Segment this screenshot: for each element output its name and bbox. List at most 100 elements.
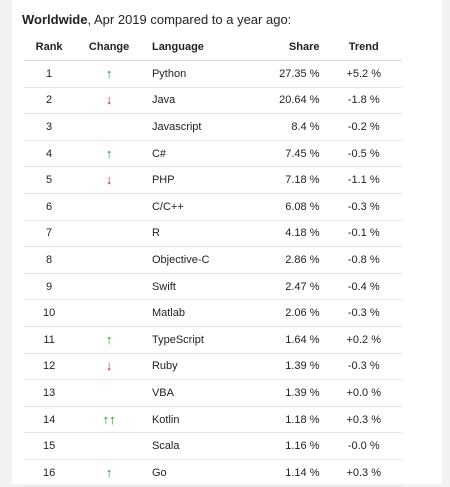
- share-cell: 2.06 %: [246, 299, 320, 327]
- change-cell: [74, 220, 144, 248]
- change-cell: [74, 379, 144, 407]
- language-cell: Matlab: [143, 299, 247, 327]
- share-cell: 20.64 %: [246, 87, 320, 115]
- share-cell: 1.64 %: [246, 326, 320, 354]
- trend-cell: +5.2 %: [319, 60, 402, 88]
- language-cell: Javascript: [143, 113, 247, 141]
- table-row: 10 Matlab 2.06 % -0.3 %: [24, 299, 402, 327]
- rank-cell: 11: [24, 326, 75, 354]
- language-cell: PHP: [143, 166, 247, 194]
- table-row: 1 ↑ Python 27.35 % +5.2 %: [24, 60, 402, 88]
- rank-cell: 3: [24, 113, 75, 141]
- trend-cell: +0.3 %: [319, 459, 402, 487]
- trend-cell: +0.3 %: [319, 406, 402, 434]
- trend-cell: +0.0 %: [319, 379, 402, 407]
- table-row: 16 ↑ Go 1.14 % +0.3 %: [24, 459, 402, 487]
- trend-cell: -0.1 %: [319, 220, 402, 248]
- table-row: 11 ↑ TypeScript 1.64 % +0.2 %: [24, 326, 402, 354]
- change-cell: ↑: [74, 140, 144, 168]
- language-ranking-table: Rank Change Language Share Trend 1 ↑ Pytho…: [24, 34, 402, 487]
- table-row: 12 ↓ Ruby 1.39 % -0.3 %: [24, 353, 402, 381]
- change-cell: ↓: [74, 353, 144, 381]
- heading-scope: Worldwide: [22, 12, 88, 27]
- trend-cell: -0.8 %: [319, 246, 402, 274]
- share-cell: 1.18 %: [246, 406, 320, 434]
- arrow-down-icon: ↓: [105, 358, 113, 374]
- change-cell: ↑↑: [74, 406, 144, 434]
- table-heading: Worldwide, Apr 2019 compared to a year a…: [22, 12, 291, 27]
- language-cell: C/C++: [143, 193, 247, 221]
- table-row: 15 Scala 1.16 % -0.0 %: [24, 432, 402, 460]
- table-row: 7 R 4.18 % -0.1 %: [24, 220, 402, 248]
- change-cell: ↑: [74, 459, 144, 487]
- column-header-share: Share: [246, 34, 320, 61]
- share-cell: 8.4 %: [246, 113, 320, 141]
- rank-cell: 5: [24, 166, 75, 194]
- rank-cell: 2: [24, 87, 75, 115]
- share-cell: 27.35 %: [246, 60, 320, 88]
- column-header-rank: Rank: [24, 34, 75, 61]
- arrow-up-icon: ↑: [105, 65, 113, 81]
- change-cell: [74, 273, 144, 301]
- share-cell: 2.86 %: [246, 246, 320, 274]
- change-cell: [74, 246, 144, 274]
- column-header-trend: Trend: [319, 34, 402, 61]
- table-row: 8 Objective-C 2.86 % -0.8 %: [24, 246, 402, 274]
- trend-cell: -0.0 %: [319, 432, 402, 460]
- change-cell: ↑: [74, 60, 144, 88]
- change-cell: [74, 299, 144, 327]
- arrow-up-icon: ↑: [105, 331, 113, 347]
- table-row: 9 Swift 2.47 % -0.4 %: [24, 273, 402, 301]
- rank-cell: 12: [24, 353, 75, 381]
- change-cell: [74, 432, 144, 460]
- trend-cell: -1.8 %: [319, 87, 402, 115]
- share-cell: 1.14 %: [246, 459, 320, 487]
- change-cell: ↑: [74, 326, 144, 354]
- table-row: 4 ↑ C# 7.45 % -0.5 %: [24, 140, 402, 168]
- trend-cell: +0.2 %: [319, 326, 402, 354]
- language-cell: Java: [143, 87, 247, 115]
- share-cell: 7.45 %: [246, 140, 320, 168]
- trend-cell: -1.1 %: [319, 166, 402, 194]
- rank-cell: 13: [24, 379, 75, 407]
- table-row: 6 C/C++ 6.08 % -0.3 %: [24, 193, 402, 221]
- column-header-language: Language: [143, 34, 247, 61]
- trend-cell: -0.5 %: [319, 140, 402, 168]
- table-header-row: Rank Change Language Share Trend: [24, 34, 402, 61]
- share-cell: 6.08 %: [246, 193, 320, 221]
- language-cell: Kotlin: [143, 406, 247, 434]
- arrow-up-icon: ↑: [105, 145, 113, 161]
- trend-cell: -0.4 %: [319, 273, 402, 301]
- language-cell: Ruby: [143, 353, 247, 381]
- rank-cell: 9: [24, 273, 75, 301]
- language-cell: VBA: [143, 379, 247, 407]
- table-row: 2 ↓ Java 20.64 % -1.8 %: [24, 87, 402, 115]
- arrow-up-icon: ↑: [105, 464, 113, 480]
- rank-cell: 4: [24, 140, 75, 168]
- heading-period: , Apr 2019 compared to a year ago:: [87, 12, 292, 27]
- language-cell: Scala: [143, 432, 247, 460]
- rank-cell: 14: [24, 406, 75, 434]
- arrow-down-icon: ↓: [105, 172, 113, 188]
- language-cell: Go: [143, 459, 247, 487]
- trend-cell: -0.2 %: [319, 113, 402, 141]
- rank-cell: 10: [24, 299, 75, 327]
- table-row: 5 ↓ PHP 7.18 % -1.1 %: [24, 166, 402, 194]
- change-cell: ↓: [74, 166, 144, 194]
- language-cell: Swift: [143, 273, 247, 301]
- change-cell: [74, 193, 144, 221]
- table-row: 3 Javascript 8.4 % -0.2 %: [24, 113, 402, 141]
- double-arrow-up-icon: ↑↑: [102, 411, 116, 427]
- rank-cell: 6: [24, 193, 75, 221]
- share-cell: 1.16 %: [246, 432, 320, 460]
- trend-cell: -0.3 %: [319, 299, 402, 327]
- rank-cell: 1: [24, 60, 75, 88]
- share-cell: 4.18 %: [246, 220, 320, 248]
- rank-cell: 15: [24, 432, 75, 460]
- trend-cell: -0.3 %: [319, 193, 402, 221]
- table-row: 14 ↑↑ Kotlin 1.18 % +0.3 %: [24, 406, 402, 434]
- language-cell: Objective-C: [143, 246, 247, 274]
- rank-cell: 7: [24, 220, 75, 248]
- language-cell: R: [143, 220, 247, 248]
- ranking-panel: Worldwide, Apr 2019 compared to a year a…: [12, 0, 442, 487]
